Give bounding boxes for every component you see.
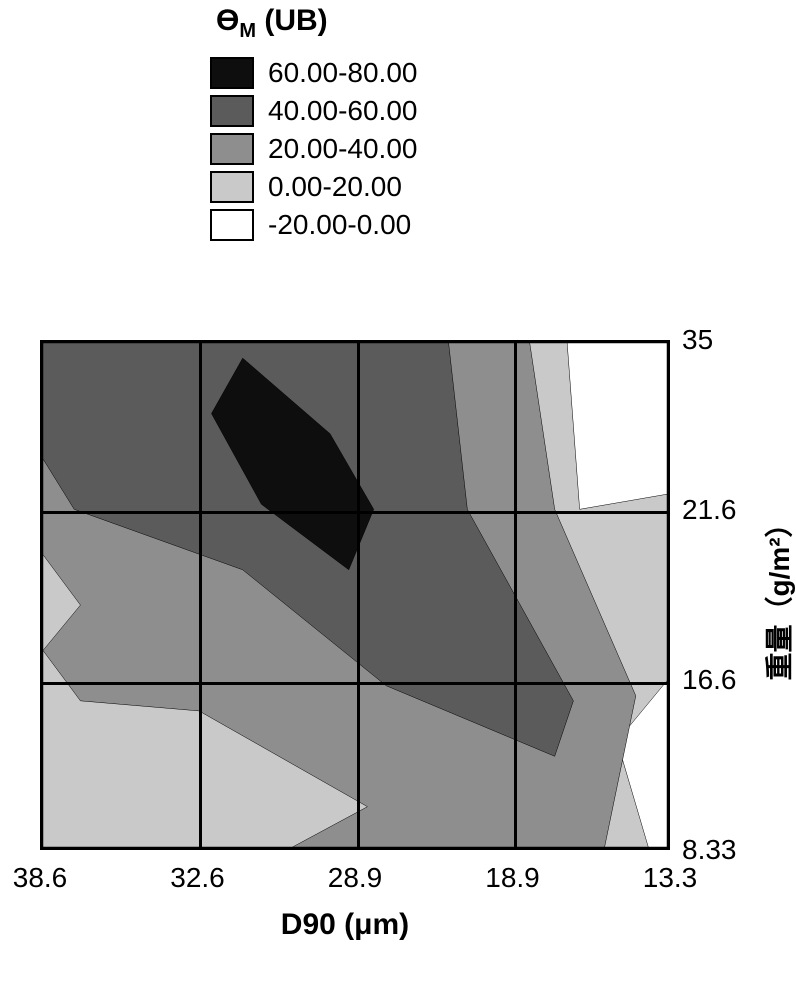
legend-label: 60.00-80.00 [268,57,417,89]
legend: ӨM (UB) 60.00-80.00 40.00-60.00 20.00-40.0… [210,4,590,241]
x-tick-label: 28.9 [328,862,383,894]
y-tick-label: 21.6 [682,494,737,526]
gridline-vertical [357,343,360,847]
legend-label: -20.00-0.00 [268,209,411,241]
y-tick-label: 35 [682,324,713,356]
contour-layers [43,343,667,847]
gridline-horizontal [43,682,667,685]
y-tick-label: 16.6 [682,664,737,696]
legend-swatch [210,209,254,241]
legend-item: -20.00-0.00 [210,209,590,241]
y-axis-label: 重量（g/m²） [758,509,796,680]
legend-title: ӨM (UB) [216,4,590,43]
gridline-vertical [199,343,202,847]
legend-swatch [210,171,254,203]
legend-swatch [210,133,254,165]
legend-item: 40.00-60.00 [210,95,590,127]
x-axis-label: D90 (μm) [20,908,670,942]
legend-swatch [210,57,254,89]
legend-item: 0.00-20.00 [210,171,590,203]
x-tick-label: 13.3 [643,862,698,894]
x-tick-label: 32.6 [170,862,225,894]
gridline-vertical [514,343,517,847]
contour-chart: 重量（g/m²） D90 (μm) 3521.616.68.3338.632.6… [20,340,780,950]
legend-item: 60.00-80.00 [210,57,590,89]
legend-label: 0.00-20.00 [268,171,402,203]
plot-area [40,340,670,850]
legend-label: 20.00-40.00 [268,133,417,165]
x-tick-label: 38.6 [13,862,68,894]
legend-label: 40.00-60.00 [268,95,417,127]
legend-rows: 60.00-80.00 40.00-60.00 20.00-40.00 0.00-20… [210,57,590,241]
legend-item: 20.00-40.00 [210,133,590,165]
legend-swatch [210,95,254,127]
gridline-horizontal [43,511,667,514]
x-tick-label: 18.9 [485,862,540,894]
